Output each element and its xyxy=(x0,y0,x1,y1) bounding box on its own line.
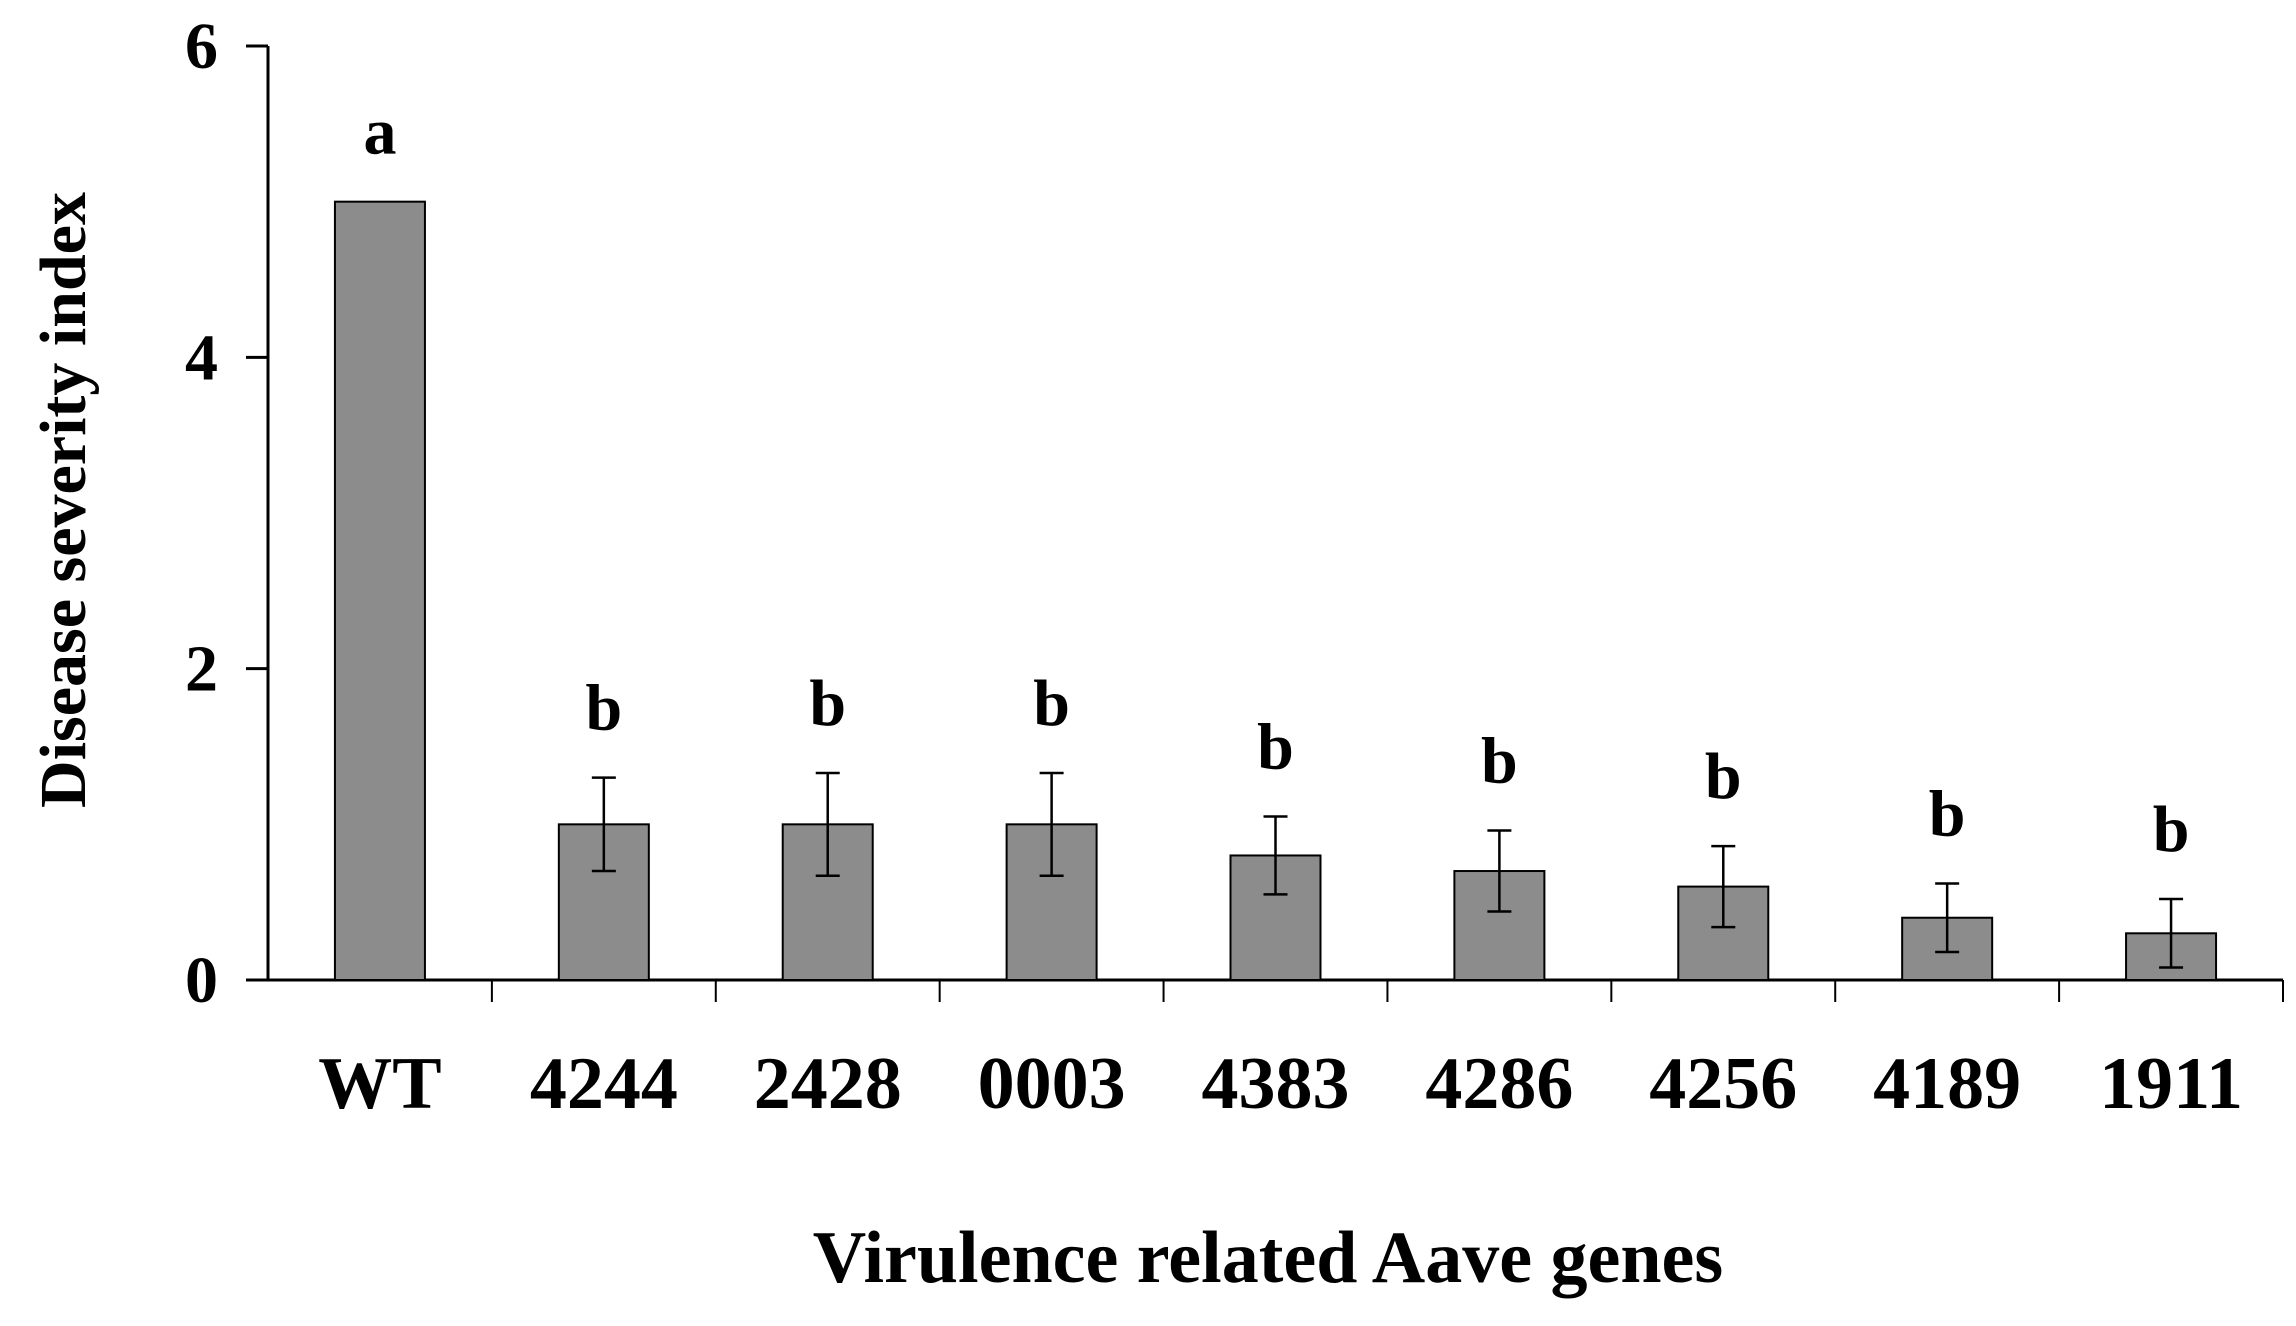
y-tick-label: 0 xyxy=(185,944,218,1017)
category-label-4256: 4256 xyxy=(1649,1043,1797,1125)
category-label-4383: 4383 xyxy=(1202,1043,1350,1125)
y-tick-label: 4 xyxy=(185,321,218,394)
y-tick-label: 6 xyxy=(185,10,218,83)
error-bars xyxy=(591,771,2184,969)
significance-label-4256: b xyxy=(1705,740,1742,813)
significance-label-4244: b xyxy=(585,672,622,745)
labels: 0 2 4 6 a WT b 4244 b 2428 b 0003 b 4383 b 4286 b 4256 b 41… xyxy=(185,10,2243,1125)
y-axis-title: Disease severity index xyxy=(27,192,100,808)
category-label-WT: WT xyxy=(318,1043,441,1125)
significance-label-4383: b xyxy=(1257,711,1294,784)
category-label-4286: 4286 xyxy=(1425,1043,1573,1125)
category-label-2428: 2428 xyxy=(754,1043,902,1125)
significance-label-4189: b xyxy=(1929,777,1966,850)
significance-label-WT: a xyxy=(363,96,396,169)
significance-label-0003: b xyxy=(1033,667,1070,740)
significance-label-1911: b xyxy=(2153,793,2190,866)
category-label-4244: 4244 xyxy=(530,1043,678,1125)
bar-WT xyxy=(333,200,426,981)
significance-label-2428: b xyxy=(809,667,846,740)
category-label-1911: 1911 xyxy=(2099,1043,2243,1125)
x-axis-title: Virulence related Aave genes xyxy=(813,1217,1723,1299)
y-tick-label: 2 xyxy=(185,633,218,706)
category-label-0003: 0003 xyxy=(978,1043,1126,1125)
significance-label-4286: b xyxy=(1481,725,1518,798)
category-label-4189: 4189 xyxy=(1873,1043,2021,1125)
